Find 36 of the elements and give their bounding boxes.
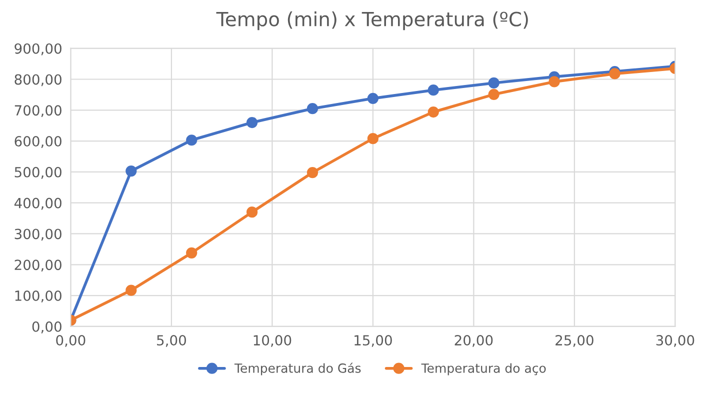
point <box>186 134 198 146</box>
point <box>367 92 378 104</box>
x-tick-label: 10,00 <box>254 335 292 347</box>
x-tick-label: 0,00 <box>56 335 86 347</box>
legend-label: Temperatura do Gás <box>234 362 361 376</box>
x-tick-label: 30,00 <box>656 335 694 347</box>
point <box>548 76 560 88</box>
y-tick-label: 400,00 <box>14 198 62 210</box>
y-tick-label: 100,00 <box>15 290 62 302</box>
y-tick-label: 300,00 <box>14 228 62 241</box>
point <box>609 68 620 80</box>
point <box>367 133 378 144</box>
x-tick-label: 15,00 <box>354 335 392 347</box>
point <box>306 103 318 114</box>
point <box>126 165 137 177</box>
y-tick-label: 500,00 <box>14 166 62 179</box>
y-tick-label: 900,00 <box>14 43 62 56</box>
point <box>428 84 439 96</box>
point <box>488 77 500 89</box>
point <box>186 247 198 258</box>
chart-title: Tempo (min) x Temperatura (ºC) <box>216 11 528 30</box>
point <box>428 106 439 118</box>
y-tick-label: 800,00 <box>14 74 62 86</box>
x-tick-label: 20,00 <box>454 335 493 347</box>
x-tick-label: 5,00 <box>157 335 186 347</box>
y-tick-label: 0,00 <box>32 321 62 334</box>
y-tick-label: 700,00 <box>14 105 62 118</box>
point <box>306 167 318 178</box>
y-tick-label: 600,00 <box>14 136 62 148</box>
point <box>246 116 258 128</box>
point <box>126 284 137 296</box>
legend-label: Temperatura do aço <box>421 363 546 376</box>
point <box>246 206 258 218</box>
y-tick-label: 200,00 <box>14 260 62 272</box>
x-tick-label: 25,00 <box>556 335 594 347</box>
point <box>488 88 500 100</box>
